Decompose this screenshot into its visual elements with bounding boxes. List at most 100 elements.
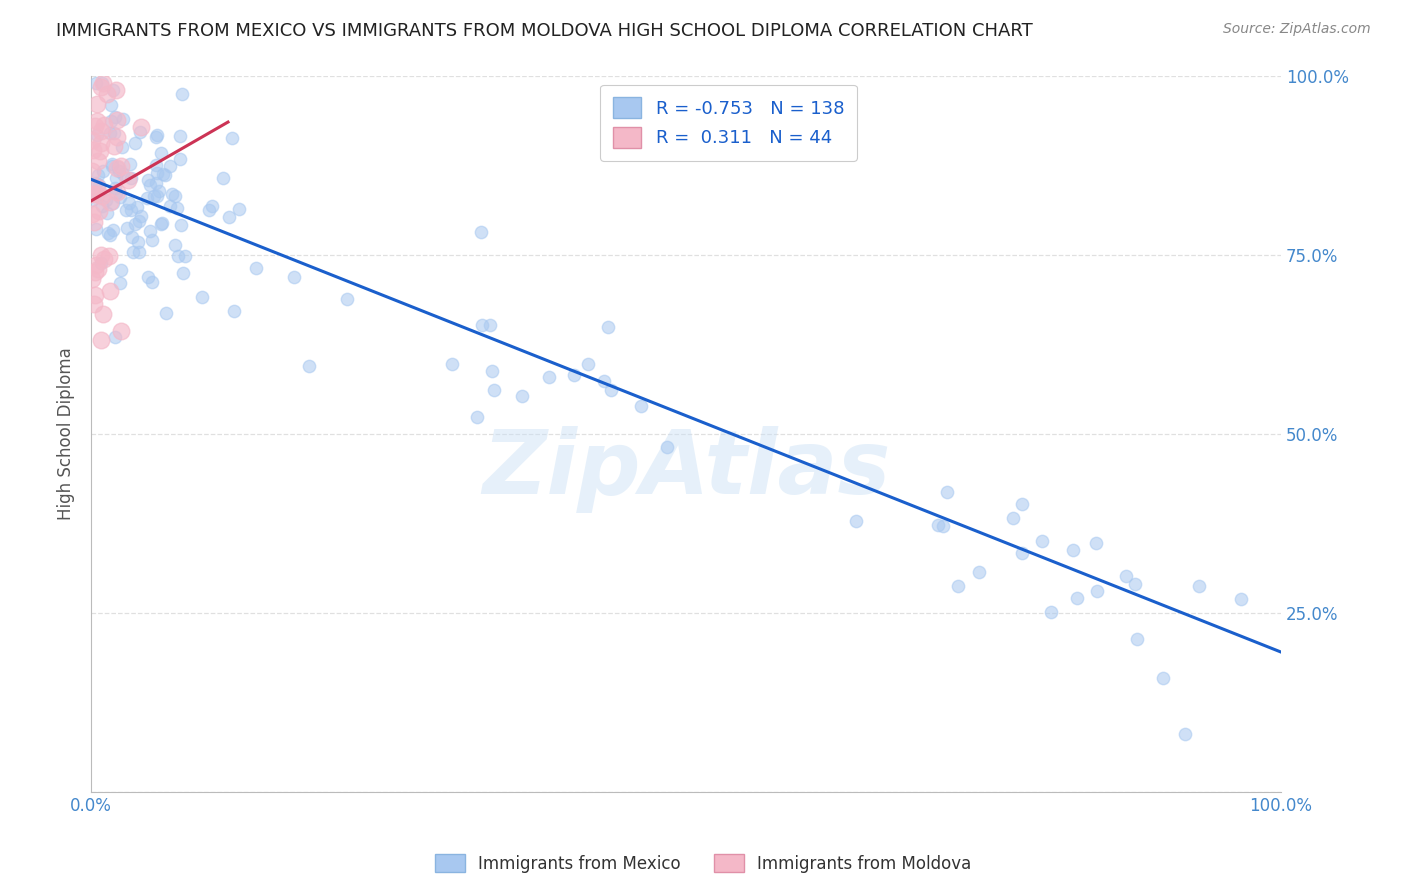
Point (198, 202, 221, 217)
Point (298, 359, 321, 373)
Point (84, 265, 107, 279)
Point (82, 186, 104, 201)
Point (98, 249, 121, 263)
Point (146, 128, 169, 143)
Point (103, 83, 125, 97)
Point (98, 194, 121, 209)
Point (1011, 546, 1033, 560)
Point (96, 206, 118, 220)
Point (84, 258, 107, 272)
Point (170, 87, 193, 101)
Point (121, 230, 143, 244)
Point (110, 159, 132, 173)
Point (145, 189, 167, 203)
Point (96, 193, 118, 207)
Point (1152, 671, 1174, 685)
Point (159, 199, 181, 213)
Point (441, 357, 464, 371)
Point (104, 181, 127, 195)
Point (967, 565, 990, 579)
Point (105, 161, 128, 175)
Point (562, 368, 585, 382)
Point (129, 120, 152, 134)
Point (84, 76, 107, 90)
Point (1066, 591, 1088, 605)
Point (111, 139, 134, 153)
Point (86, 128, 108, 142)
Point (118, 195, 141, 210)
Point (467, 410, 489, 425)
Point (148, 184, 170, 198)
Point (105, 129, 128, 144)
Point (1125, 632, 1147, 647)
Point (218, 210, 240, 224)
Point (80, 164, 103, 178)
Point (97, 227, 120, 241)
Point (136, 270, 159, 285)
Point (128, 245, 150, 260)
Point (89, 178, 111, 193)
Point (86, 180, 108, 194)
Point (1001, 510, 1024, 524)
Point (120, 202, 142, 217)
Point (96, 87, 118, 101)
Point (935, 484, 957, 499)
Point (108, 164, 131, 178)
Point (163, 189, 186, 203)
Point (112, 112, 135, 127)
Point (139, 178, 162, 192)
Point (201, 199, 224, 213)
Point (1174, 727, 1197, 741)
Legend: R = -0.753   N = 138, R =  0.311   N = 44: R = -0.753 N = 138, R = 0.311 N = 44 (600, 85, 858, 161)
Point (1115, 568, 1137, 582)
Point (93, 118, 115, 132)
Point (630, 399, 652, 413)
Point (93, 307, 115, 321)
Point (107, 185, 129, 199)
Point (169, 129, 191, 144)
Point (174, 249, 197, 263)
Point (98, 228, 121, 243)
Point (127, 235, 149, 250)
Point (598, 320, 620, 334)
Point (1230, 592, 1253, 607)
Point (932, 518, 955, 533)
Point (105, 113, 128, 128)
Point (87, 154, 110, 169)
Y-axis label: High School Diploma: High School Diploma (58, 347, 75, 520)
Point (80, 133, 103, 147)
Point (471, 318, 494, 333)
Text: Source: ZipAtlas.com: Source: ZipAtlas.com (1223, 22, 1371, 37)
Point (245, 260, 267, 275)
Point (166, 202, 188, 216)
Point (129, 125, 152, 139)
Point (103, 139, 125, 153)
Point (145, 166, 167, 180)
Point (600, 384, 623, 398)
Point (169, 152, 191, 166)
Text: ZipAtlas: ZipAtlas (482, 425, 890, 513)
Point (155, 306, 177, 320)
Point (90, 79, 112, 94)
Point (111, 167, 134, 181)
Point (80, 193, 103, 207)
Point (90, 136, 112, 150)
Point (128, 213, 150, 227)
Point (1085, 584, 1108, 599)
Point (118, 156, 141, 170)
Point (90, 333, 112, 347)
Point (142, 189, 165, 203)
Point (657, 440, 679, 454)
Point (927, 517, 949, 532)
Point (84, 222, 107, 236)
Point (228, 202, 250, 216)
Point (86, 262, 108, 277)
Point (80, 207, 103, 221)
Point (191, 290, 214, 304)
Point (139, 224, 162, 238)
Point (91, 164, 114, 178)
Point (103, 126, 125, 140)
Point (100, 284, 122, 298)
Point (510, 389, 533, 403)
Point (576, 357, 599, 371)
